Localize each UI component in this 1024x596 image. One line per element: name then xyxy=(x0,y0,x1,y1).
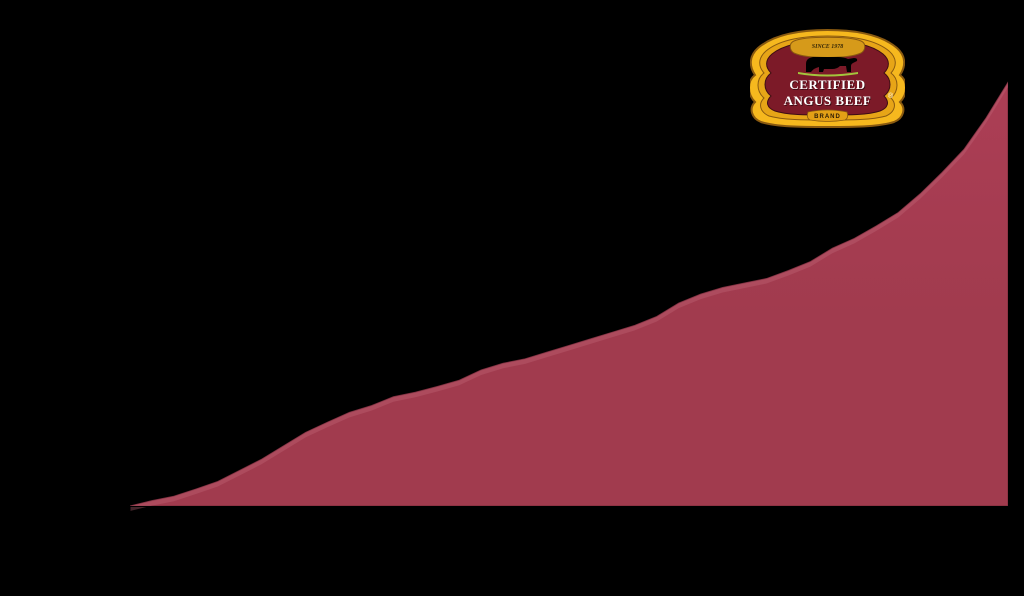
logo-brand-text: BRAND xyxy=(814,114,841,120)
area-chart-region xyxy=(130,60,1008,516)
chart-canvas: SINCE 1978CERTIFIEDCERTIFIEDANGUS BEEFAN… xyxy=(0,0,1024,596)
logo-since-text: SINCE 1978 xyxy=(812,44,844,50)
logo-text-line2: ANGUS BEEF xyxy=(784,93,872,108)
logo-text-line1: CERTIFIED xyxy=(789,77,865,92)
area-fill xyxy=(130,82,1008,506)
logo-svg: SINCE 1978CERTIFIEDCERTIFIEDANGUS BEEFAN… xyxy=(750,28,905,128)
registered-mark: ® xyxy=(888,92,894,100)
certified-angus-beef-logo: SINCE 1978CERTIFIEDCERTIFIEDANGUS BEEFAN… xyxy=(750,28,905,128)
area-chart-svg xyxy=(130,60,1008,516)
